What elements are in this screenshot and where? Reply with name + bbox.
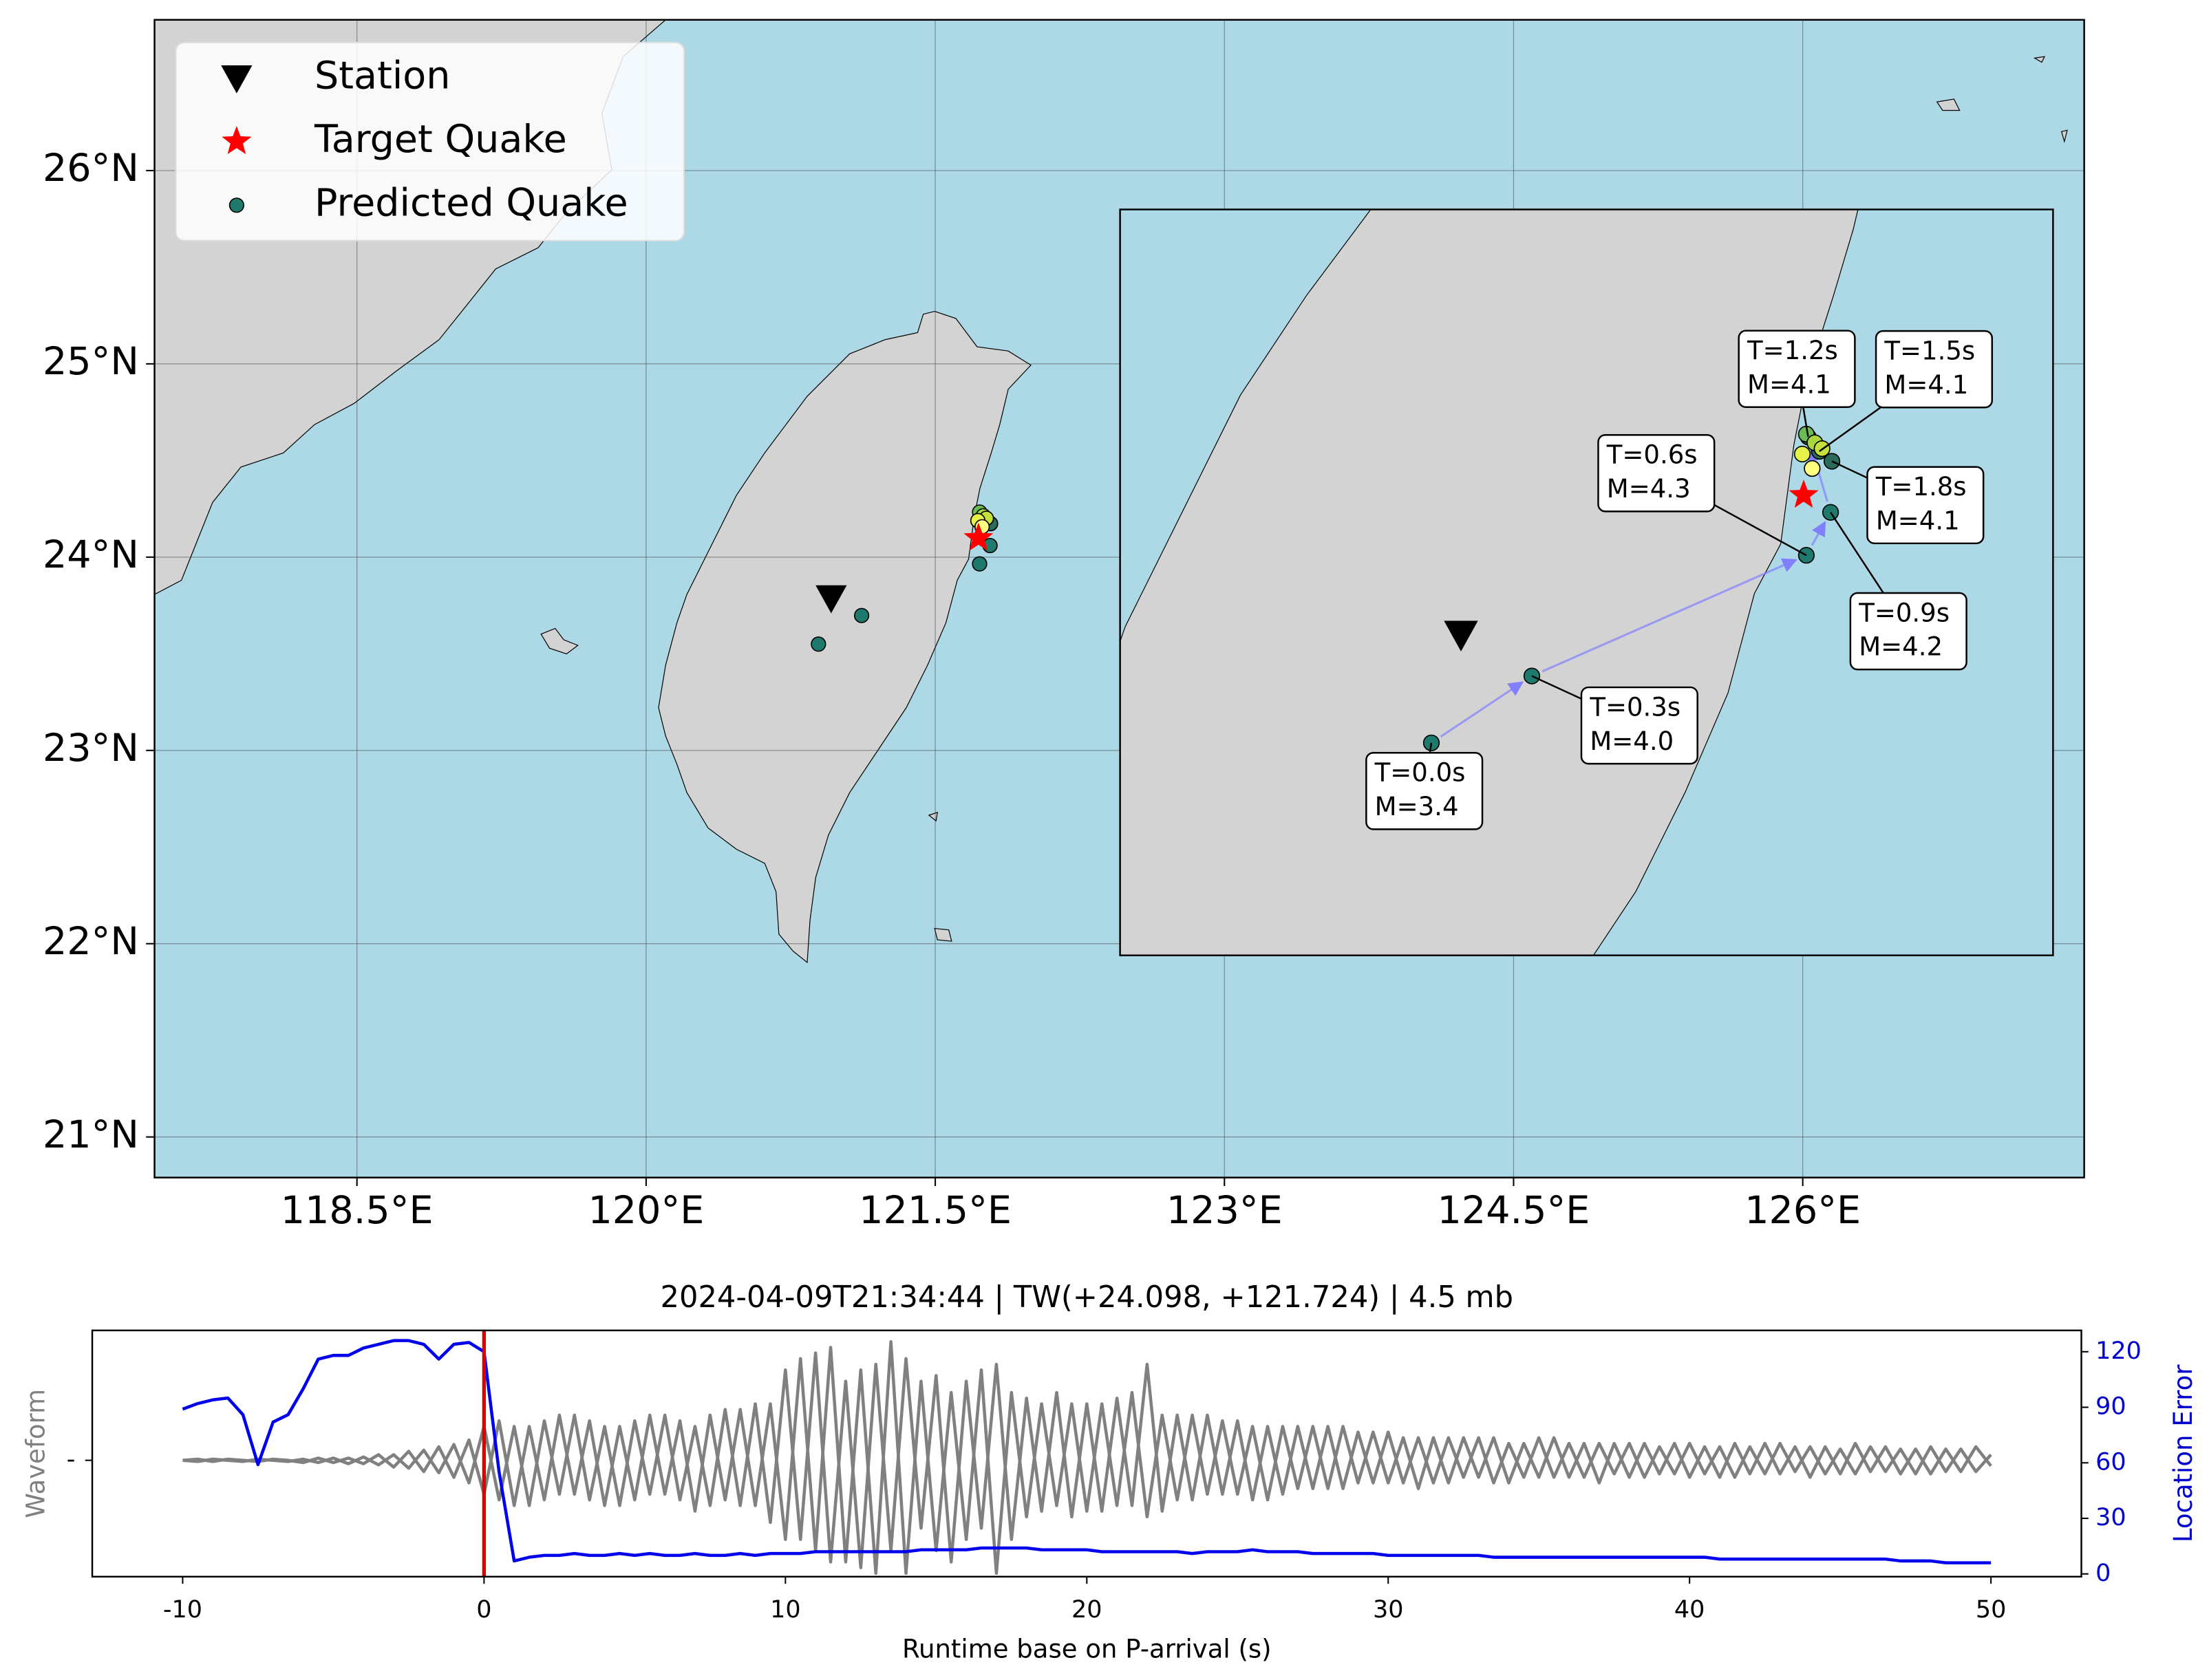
predicted-quake — [811, 636, 826, 652]
annotation-text: T=1.5s — [1883, 336, 1975, 366]
y2-tick-label: 30 — [2095, 1504, 2126, 1531]
annotation-box — [1849, 592, 1967, 671]
legend-label: Predicted Quake — [314, 180, 628, 225]
legend-marker — [222, 126, 252, 155]
x-axis-label: Runtime base on P-arrival (s) — [902, 1634, 1272, 1663]
y2-axis-label: Location Error — [2168, 1364, 2198, 1542]
map-marks — [811, 504, 999, 652]
predicted-quake — [853, 607, 870, 623]
y2-tick-label: 60 — [2095, 1448, 2126, 1476]
y-tick-label: 21°N — [43, 1112, 139, 1157]
annotation-box — [1875, 330, 1994, 409]
legend-label: Target Quake — [314, 117, 567, 162]
annotation-text: T=0.0s — [1374, 758, 1466, 788]
legend-marker — [228, 197, 244, 213]
predicted-quake — [1804, 460, 1821, 477]
inset-frame — [1119, 208, 2054, 956]
y-tick-label: 26°N — [43, 146, 139, 191]
y-tick-label: 25°N — [43, 339, 139, 384]
y-tick-label: 24°N — [43, 532, 139, 577]
x-tick-label: 124.5°E — [1438, 1188, 1590, 1233]
waveform-chart: 2024-04-09T21:34:44 | TW(+24.098, +121.7… — [21, 1280, 2198, 1663]
annotation-text: M=3.4 — [1375, 792, 1459, 821]
annotation-text: M=4.2 — [1859, 632, 1943, 662]
predicted-quake — [1793, 445, 1811, 463]
x-tick-label: 20 — [1071, 1596, 1102, 1624]
x-tick-label: 40 — [1674, 1596, 1705, 1624]
annotation-box — [1580, 686, 1698, 765]
track-arrow — [1811, 521, 1826, 546]
annotation-box — [1597, 434, 1716, 513]
y-tick-label: 22°N — [43, 919, 139, 964]
y-axis-label: Waveform — [21, 1389, 50, 1518]
legend-label: Station — [314, 53, 450, 98]
y-tick-label: 23°N — [43, 726, 139, 771]
plot-area — [92, 1330, 2082, 1577]
y2-tick-label: 0 — [2095, 1560, 2111, 1587]
predicted-quake — [972, 556, 988, 572]
map-frame — [153, 19, 2085, 1178]
target-quake — [963, 522, 994, 551]
annotation-text: T=1.8s — [1875, 472, 1967, 502]
x-tick-label: -10 — [163, 1596, 202, 1624]
annotation-text: M=4.3 — [1607, 474, 1691, 504]
annotation-box — [1365, 752, 1484, 830]
target-quake — [1789, 480, 1819, 508]
track-arrow — [1541, 558, 1797, 673]
y2-tick-label: 120 — [2095, 1337, 2142, 1365]
x-tick-label: 121.5°E — [859, 1188, 1012, 1233]
predicted-quake — [1822, 504, 1839, 521]
x-tick-label: 118.5°E — [281, 1188, 434, 1233]
chart-title: 2024-04-09T21:34:44 | TW(+24.098, +121.7… — [661, 1280, 1514, 1315]
track-arrow — [1440, 681, 1524, 737]
annotation-box — [1738, 330, 1856, 409]
legend-box — [175, 41, 685, 241]
station — [1444, 621, 1478, 651]
annotation-text: M=4.1 — [1876, 506, 1960, 535]
annotation-text: T=0.9s — [1858, 598, 1950, 627]
x-tick-label: 30 — [1373, 1596, 1404, 1624]
annotation-text: T=0.6s — [1606, 440, 1698, 470]
predicted-quake — [1422, 734, 1440, 751]
x-tick-label: 123°E — [1166, 1188, 1283, 1233]
annotation-text: M=4.1 — [1884, 370, 1968, 400]
station — [815, 585, 847, 614]
y-tick-label: - — [67, 1446, 76, 1474]
annotation-text: T=1.2s — [1747, 336, 1838, 365]
x-tick-label: 10 — [770, 1596, 801, 1624]
annotation-box — [1866, 466, 1985, 545]
inset-map: T=0.0s M=3.4 T=0.3s M=4.0 T=0.6s M=4.3 T=0.9s M… — [1119, 208, 2054, 956]
annotation-text: M=4.0 — [1590, 726, 1674, 756]
y2-tick-label: 90 — [2095, 1393, 2126, 1421]
x-tick-label: 0 — [476, 1596, 491, 1624]
annotation-text: T=0.3s — [1589, 692, 1680, 722]
legend: Station Target Quake Predicted Quake — [175, 41, 685, 241]
x-tick-label: 50 — [1976, 1596, 2007, 1624]
annotation-text: M=4.1 — [1747, 369, 1831, 399]
x-tick-label: 120°E — [588, 1188, 704, 1233]
x-tick-label: 126°E — [1744, 1188, 1861, 1233]
legend-marker — [221, 65, 253, 94]
